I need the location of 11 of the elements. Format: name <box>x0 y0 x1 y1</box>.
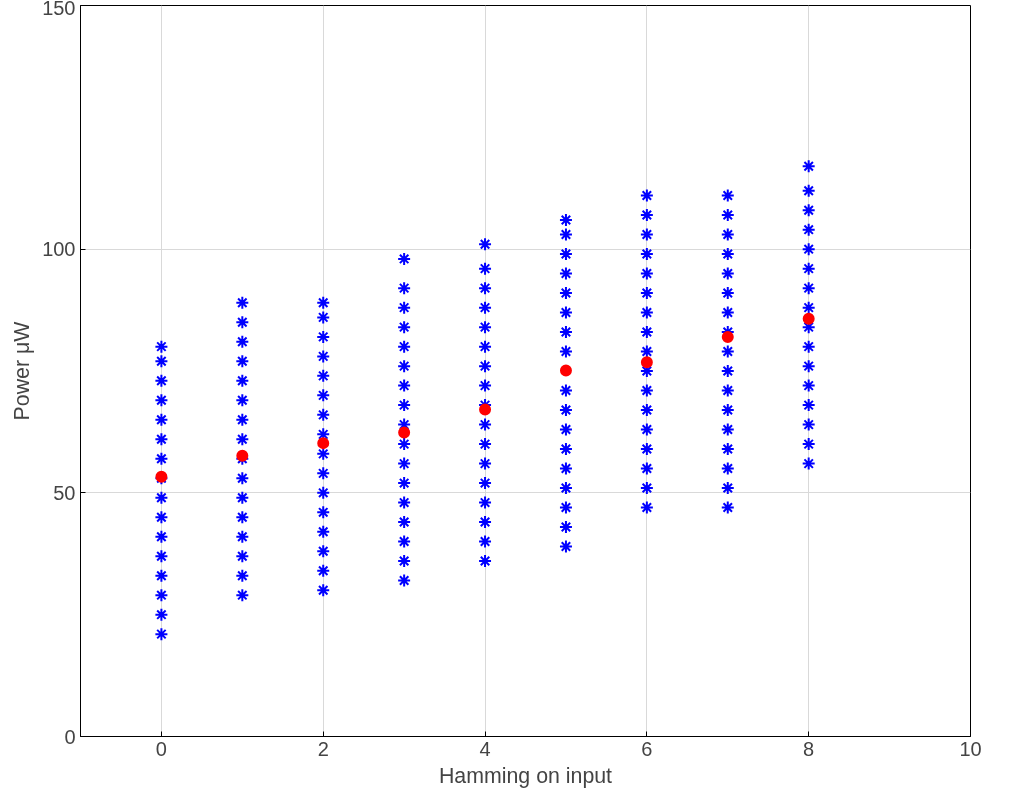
y-axis-title: Power μW <box>10 320 35 421</box>
x-tick-label: 2 <box>317 737 329 760</box>
x-tick-label: 10 <box>959 737 982 760</box>
x-tick-label: 4 <box>479 737 491 760</box>
y-tick-label: 50 <box>53 481 76 504</box>
y-tick-label: 150 <box>42 0 76 19</box>
x-tick-label: 6 <box>641 737 653 760</box>
y-tick-label: 100 <box>42 238 76 261</box>
x-axis-title: Hamming on input <box>438 763 613 788</box>
x-tick-label: 0 <box>155 737 167 760</box>
x-tick-label: 8 <box>803 737 815 760</box>
